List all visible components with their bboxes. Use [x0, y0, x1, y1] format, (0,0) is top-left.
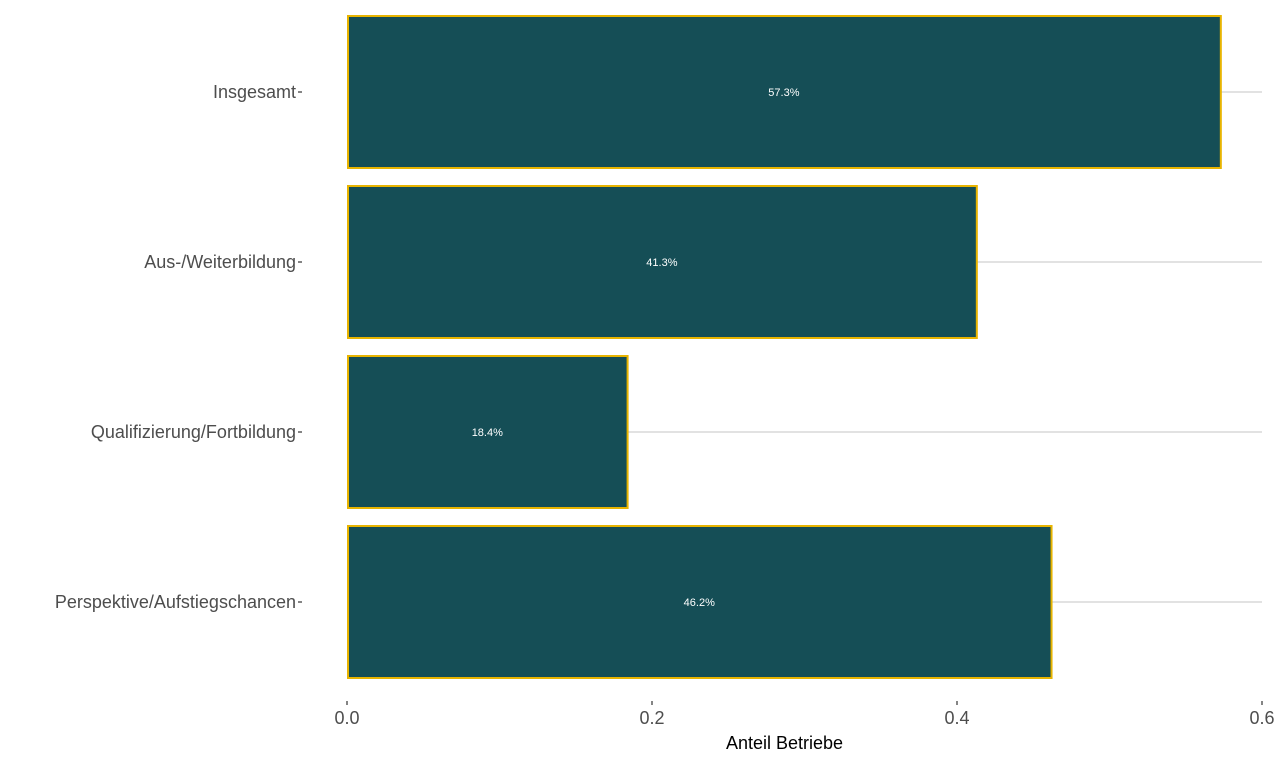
y-axis: Insgesamt Aus-/Weiterbildung Qualifizierun… [55, 82, 302, 612]
bar-data-label: 41.3% [646, 257, 677, 269]
x-axis-tick-label: 0.6 [1249, 708, 1274, 728]
bar-data-label: 57.3% [768, 87, 799, 99]
bar [347, 185, 978, 339]
bar [347, 355, 629, 509]
bar [347, 525, 1053, 679]
bar-data-label: 46.2% [684, 597, 715, 609]
x-axis-title: Anteil Betriebe [726, 733, 843, 752]
bar [347, 15, 1222, 169]
x-axis-tick-label: 0.0 [334, 708, 359, 728]
bar-data-label: 18.4% [472, 427, 503, 439]
y-axis-category-label: Aus-/Weiterbildung [144, 252, 296, 272]
x-axis-tick-label: 0.2 [639, 708, 664, 728]
bar-data-labels: 57.3% 41.3% 18.4% 46.2% [472, 87, 800, 609]
y-axis-category-label: Perspektive/Aufstiegschancen [55, 592, 296, 612]
y-axis-category-label: Insgesamt [213, 82, 296, 102]
bars [347, 15, 1222, 679]
x-axis-tick-label: 0.4 [944, 708, 969, 728]
x-axis: 0.0 0.2 0.4 0.6 [334, 701, 1275, 728]
y-axis-category-label: Qualifizierung/Fortbildung [91, 422, 296, 442]
